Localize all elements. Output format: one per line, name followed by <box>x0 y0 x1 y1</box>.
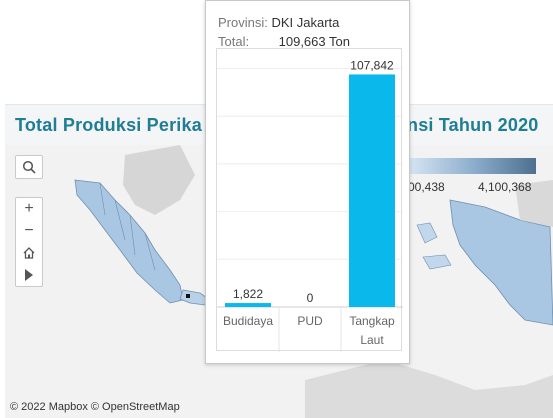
map-canvas[interactable] <box>5 145 553 418</box>
png-land <box>515 180 553 227</box>
australia-land <box>305 360 553 418</box>
play-icon[interactable] <box>16 264 42 286</box>
page-title-end: nsi Tahun 2020 <box>407 115 539 135</box>
sumatra-province-lines <box>99 182 156 271</box>
bar-value-label: 1,822 <box>233 287 263 301</box>
legend-max-label: 4,100,368 <box>478 180 532 194</box>
bar-chart-canvas: 1,822 Budidaya 0 PUD 107,842 Tangkap Laut <box>217 58 403 352</box>
bar-tangkap-laut <box>349 74 395 307</box>
search-icon[interactable] <box>16 156 42 178</box>
maluku-islands <box>416 222 438 244</box>
map-attribution[interactable]: © 2022 Mapbox © OpenStreetMap <box>10 401 180 413</box>
maluku-islands-2 <box>422 254 452 270</box>
zoom-in-button[interactable]: + <box>24 200 34 217</box>
category-label: Tangkap <box>349 314 395 328</box>
tooltip-province-key: Provinsi: <box>218 15 268 30</box>
zoom-out-button[interactable]: − <box>24 222 34 239</box>
page-title: Total Produksi Perika <box>15 115 202 135</box>
map-zoom-controls: + − <box>15 197 43 287</box>
category-label: PUD <box>297 314 323 328</box>
bar-value-label: 0 <box>307 291 314 305</box>
bar-value-label: 107,842 <box>350 58 394 72</box>
map-search-control[interactable] <box>15 155 43 179</box>
bar-budidaya <box>225 303 271 307</box>
tooltip-province-value: DKI Jakarta <box>271 15 340 30</box>
color-legend-ramp <box>405 158 536 174</box>
papua-island <box>449 199 553 326</box>
borneo-land <box>123 145 195 215</box>
legend-min-label: 00,438 <box>408 180 445 194</box>
category-label: Budidaya <box>223 314 273 328</box>
jakarta-marker <box>186 294 190 298</box>
tooltip-province-row: Provinsi: DKI Jakarta <box>218 15 339 30</box>
tooltip-total-key: Total: <box>218 34 250 49</box>
tooltip-total-value: 109,663 Ton <box>278 34 350 49</box>
home-icon[interactable] <box>16 242 42 264</box>
category-label: Laut <box>360 333 384 347</box>
tooltip-bar-chart: 1,822 Budidaya 0 PUD 107,842 Tangkap Laut <box>216 48 403 352</box>
tooltip: Provinsi: DKI Jakarta Total: 109,663 Ton… <box>205 0 410 364</box>
tooltip-total-row: Total: 109,663 Ton <box>218 34 350 49</box>
